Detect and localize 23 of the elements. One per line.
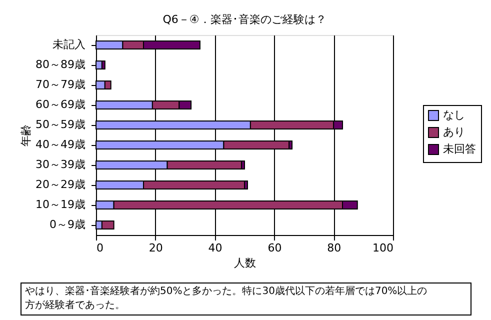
chart-title: Q6－④．楽器･音楽のご経験は？	[162, 13, 326, 26]
y-tick-label: 20～29歳	[36, 178, 86, 191]
y-tick-label: 40～49歳	[36, 138, 86, 151]
y-tick-label: 0～9歳	[50, 218, 86, 231]
x-tick-label: 40	[208, 242, 222, 254]
y-tick-label: 10～19歳	[36, 198, 86, 211]
legend-label: あり	[443, 126, 465, 138]
legend-label: 未回答	[443, 142, 476, 156]
y-tick-label: 70～79歳	[36, 78, 86, 91]
x-tick-label: 80	[327, 242, 342, 254]
x-axis-title: 人数	[234, 256, 256, 270]
y-tick-label: 60～69歳	[36, 98, 86, 111]
x-tick-label: 20	[148, 242, 163, 254]
text: やはり、楽器･音楽経験者が約50%と多かった。特に30歳代以下の若年層では70%以上の方が経験者であった。	[25, 285, 428, 311]
x-tick-label: 100	[372, 242, 394, 254]
x-tick-label: 60	[268, 242, 282, 254]
y-axis-title: 年齢	[20, 124, 33, 146]
legend-label: なし	[443, 108, 465, 122]
x-tick-label: 0	[96, 242, 104, 254]
y-tick-label: 30～39歳	[36, 158, 86, 171]
y-tick-label: 80～89歳	[36, 58, 86, 71]
y-tick-label: 未記入	[52, 38, 86, 51]
y-tick-label: 50～59歳	[36, 118, 86, 131]
